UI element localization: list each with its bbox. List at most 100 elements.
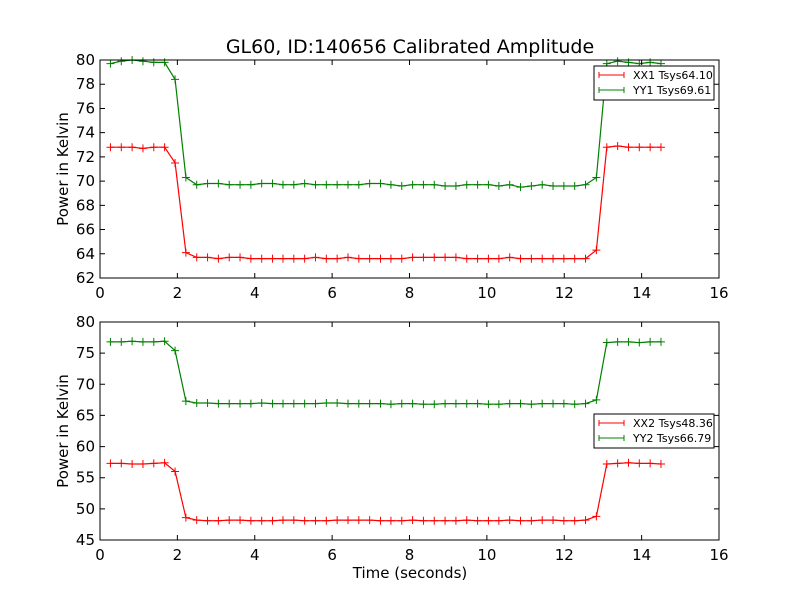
x-axis-label: Time (seconds) (352, 564, 468, 582)
data-point-marker (484, 180, 493, 189)
legend-label: YY1 Tsys69.61 (632, 84, 711, 97)
y-tick-label: 75 (76, 344, 95, 362)
data-point-marker (516, 399, 525, 408)
data-point-marker (278, 180, 287, 189)
data-point-marker (311, 253, 320, 262)
data-point-marker (441, 516, 450, 525)
data-point-marker (505, 399, 514, 408)
data-point-marker (484, 254, 493, 263)
data-point-marker (128, 337, 137, 346)
x-tick-label: 14 (632, 284, 651, 302)
data-point-marker (441, 399, 450, 408)
data-point-marker (505, 516, 514, 525)
data-point-marker (386, 400, 395, 409)
data-point-marker (246, 399, 255, 408)
legend: XX1 Tsys64.10 YY1 Tsys69.61 (593, 65, 715, 101)
y-tick-label: 50 (76, 500, 95, 518)
x-tick-label: 10 (477, 284, 496, 302)
data-point-marker (527, 400, 536, 409)
data-point-marker (430, 516, 439, 525)
data-point-marker (257, 516, 266, 525)
data-point-marker (236, 399, 245, 408)
data-point-marker (462, 254, 471, 263)
x-tick-label: 8 (405, 546, 415, 564)
data-point-marker (138, 144, 147, 153)
y-tick-label: 66 (76, 221, 95, 239)
data-point-marker (462, 180, 471, 189)
data-point-marker (343, 253, 352, 262)
x-tick-label: 8 (405, 284, 415, 302)
data-point-marker (138, 57, 147, 66)
data-point-marker (203, 398, 212, 407)
data-point-marker (354, 399, 363, 408)
data-point-marker (149, 143, 158, 152)
data-point-marker (624, 143, 633, 152)
data-point-marker (559, 254, 568, 263)
data-point-marker (527, 516, 536, 525)
series-line-xx1 (110, 145, 661, 260)
data-point-marker (408, 399, 417, 408)
data-point-marker (592, 173, 601, 182)
data-point-marker (581, 180, 590, 189)
data-point-marker (300, 516, 309, 525)
data-point-marker (225, 180, 234, 189)
data-point-marker (268, 179, 277, 188)
data-point-marker (484, 400, 493, 409)
data-point-marker (505, 253, 514, 262)
data-point-marker (343, 399, 352, 408)
x-tick-label: 16 (709, 546, 728, 564)
data-point-marker (300, 399, 309, 408)
subplot-2: 0 2 4 6 8 10 12 14 16 45 50 55 60 65 70 75 80 Power in Ke… (54, 313, 729, 564)
data-point-marker (538, 516, 547, 525)
data-point-marker (570, 254, 579, 263)
data-point-marker (181, 248, 190, 257)
data-point-marker (484, 516, 493, 525)
data-point-marker (354, 254, 363, 263)
data-point-marker (278, 399, 287, 408)
data-point-marker (171, 467, 180, 476)
data-point-marker (376, 399, 385, 408)
data-point-marker (117, 57, 126, 66)
data-point-marker (451, 516, 460, 525)
data-point-marker (408, 180, 417, 189)
data-point-marker (365, 516, 374, 525)
y-tick-label: 78 (76, 75, 95, 93)
data-point-marker (300, 179, 309, 188)
data-point-marker (602, 460, 611, 469)
data-point-marker (214, 516, 223, 525)
data-point-marker (278, 516, 287, 525)
data-point-marker (592, 246, 601, 255)
data-point-marker (117, 337, 126, 346)
data-point-marker (203, 516, 212, 525)
data-point-marker (192, 180, 201, 189)
data-point-marker (613, 57, 622, 66)
legend-box (593, 413, 715, 449)
y-tick-label: 80 (76, 51, 95, 69)
data-point-marker (602, 143, 611, 152)
data-point-marker (592, 512, 601, 521)
legend-swatch (598, 435, 625, 441)
data-point-marker (656, 337, 665, 346)
data-point-marker (268, 516, 277, 525)
data-point-marker (149, 337, 158, 346)
data-point-marker (516, 254, 525, 263)
data-point-marker (225, 516, 234, 525)
data-point-marker (549, 181, 558, 190)
data-point-marker (635, 143, 644, 152)
data-point-marker (171, 346, 180, 355)
data-point-marker (494, 400, 503, 409)
data-point-marker (128, 143, 137, 152)
data-point-marker (192, 516, 201, 525)
data-point-marker (192, 398, 201, 407)
data-point-marker (538, 180, 547, 189)
data-point-marker (333, 516, 342, 525)
data-point-marker (559, 181, 568, 190)
data-point-marker (106, 143, 115, 152)
chart-title: GL60, ID:140656 Calibrated Amplitude (226, 36, 594, 58)
legend-swatch (598, 87, 625, 93)
y-tick-label: 74 (76, 124, 95, 142)
data-point-marker (160, 337, 169, 346)
data-point-marker (246, 180, 255, 189)
